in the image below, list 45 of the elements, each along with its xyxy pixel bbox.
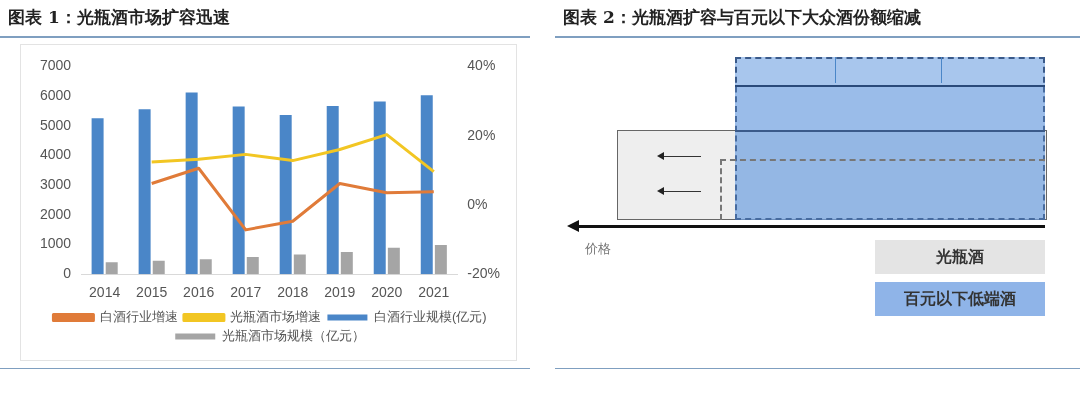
bar	[185, 92, 198, 275]
y-tick-label: 5000	[39, 116, 72, 133]
bar	[387, 247, 400, 275]
x-tick-label: 2017	[230, 284, 262, 301]
x-tick-label: 2018	[277, 284, 309, 301]
legend-label: 白酒行业规模(亿元)	[373, 309, 487, 325]
x-tick-label: 2019	[324, 284, 356, 301]
chart-title: 图表 1：光瓶酒市场扩容迅速	[8, 6, 230, 29]
y2-tick-label: 40%	[467, 57, 496, 74]
x-tick-label: 2016	[183, 284, 215, 301]
legend-label: 光瓶酒市场增速	[230, 309, 322, 325]
bar	[420, 95, 433, 275]
bar	[199, 259, 212, 275]
bar	[434, 244, 447, 275]
y-tick-label: 4000	[39, 146, 72, 163]
bar	[373, 101, 386, 275]
y-tick-label: 7000	[39, 57, 72, 74]
text: 百元以下低端酒	[875, 282, 1045, 316]
y2-tick-label: 20%	[467, 126, 496, 143]
bar	[232, 106, 245, 275]
y-tick-label: 1000	[39, 235, 72, 252]
bar	[246, 256, 259, 275]
text: 图表 2：光瓶酒扩容与百元以下大众酒份额缩减	[563, 6, 921, 29]
bar	[279, 115, 292, 275]
y-tick-label: 0	[63, 265, 72, 282]
y-tick-label: 2000	[39, 205, 72, 222]
bar	[91, 118, 104, 275]
legend-label: 白酒行业增速	[99, 309, 178, 325]
bar	[152, 260, 165, 275]
bar	[138, 109, 151, 275]
y2-tick-label: 0%	[467, 195, 488, 212]
x-tick-label: 2014	[89, 284, 121, 301]
text: 光瓶酒	[875, 240, 1045, 274]
bar	[326, 105, 339, 275]
x-tick-label: 2020	[371, 284, 403, 301]
y2-tick-label: -20%	[467, 265, 500, 282]
x-tick-label: 2021	[418, 284, 450, 301]
bar	[340, 251, 353, 275]
text: 价格	[585, 240, 611, 258]
bar	[293, 254, 306, 275]
bar	[105, 262, 118, 275]
legend-label: 光瓶酒市场规模（亿元）	[221, 328, 365, 344]
y-tick-label: 6000	[39, 86, 72, 103]
x-tick-label: 2015	[136, 284, 168, 301]
y-tick-label: 3000	[39, 176, 72, 192]
